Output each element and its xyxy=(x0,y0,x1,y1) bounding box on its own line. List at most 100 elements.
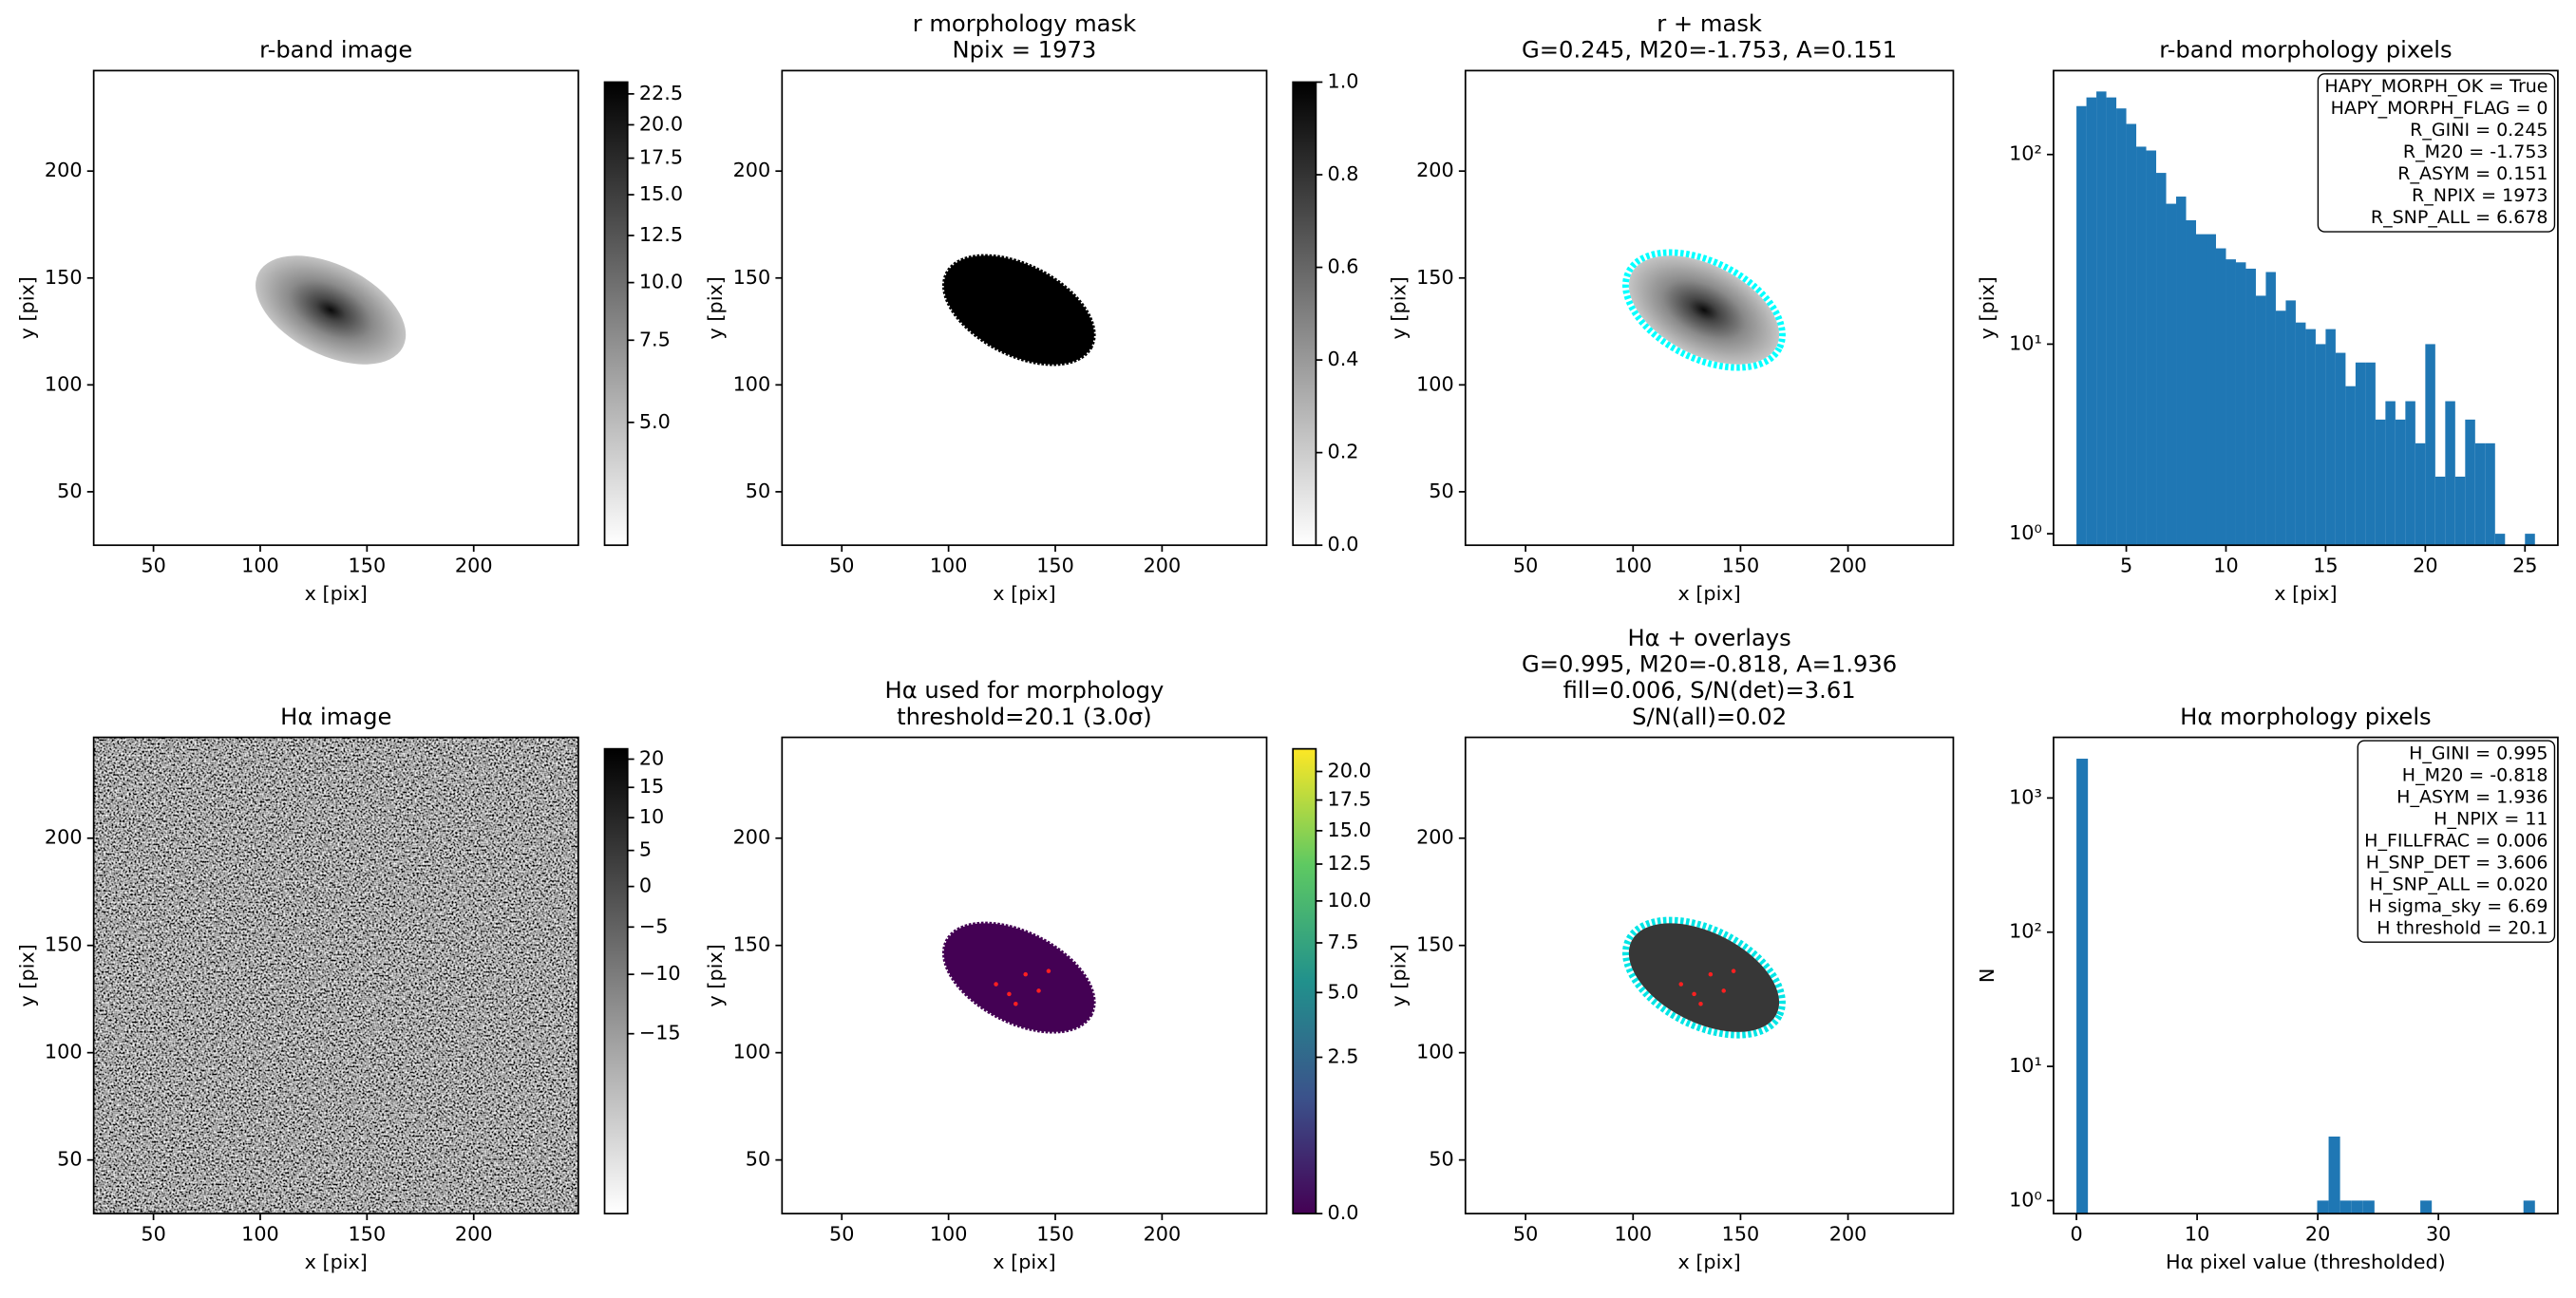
bar xyxy=(2465,419,2475,546)
bar xyxy=(2166,203,2177,546)
bar xyxy=(2362,1200,2375,1214)
x-axis-label: x [pix] xyxy=(1677,1251,1740,1273)
bar xyxy=(2215,248,2226,546)
bar xyxy=(2136,146,2147,546)
x-axis-label: x [pix] xyxy=(2274,582,2337,605)
bar xyxy=(2355,362,2366,546)
bar xyxy=(2494,534,2506,546)
y-tick-label: 50 xyxy=(57,480,82,502)
panel-title: Hα + overlays xyxy=(1627,625,1790,651)
axes-frame xyxy=(92,736,579,1214)
bar xyxy=(2106,97,2117,546)
mask-outline xyxy=(1622,916,1786,1039)
bar xyxy=(2325,329,2336,546)
y-tick-label: 50 xyxy=(1429,1148,1453,1171)
colorbar-tick-label: −15 xyxy=(639,1022,681,1044)
panel-title: G=0.245, M20=-1.753, A=0.151 xyxy=(1522,37,1897,64)
bar xyxy=(2415,442,2426,546)
colorbar-tick-label: 12.5 xyxy=(1328,852,1372,875)
panel-title: S/N(all)=0.02 xyxy=(1632,704,1787,730)
colorbar-tick-label: 0.0 xyxy=(1328,1201,1359,1224)
plot-area xyxy=(941,921,1096,1034)
x-tick-label: 50 xyxy=(141,555,165,577)
bar xyxy=(2365,362,2376,546)
x-tick-label: 100 xyxy=(930,1223,968,1246)
axes-frame xyxy=(92,69,579,547)
x-tick-label: 150 xyxy=(1036,1223,1074,1246)
y-axis-label: y [pix] xyxy=(15,276,38,339)
x-tick-label: 100 xyxy=(241,1223,279,1246)
x-tick-label: 200 xyxy=(1829,555,1867,577)
bar xyxy=(2086,97,2097,546)
overlay-dot xyxy=(1698,1002,1703,1006)
galaxy xyxy=(256,255,407,365)
x-tick-label: 100 xyxy=(241,555,279,577)
bar xyxy=(2186,219,2197,546)
y-axis-label: y [pix] xyxy=(704,944,727,1006)
y-axis-label: y [pix] xyxy=(1976,276,1998,339)
bar xyxy=(2445,401,2455,546)
overlay-dot xyxy=(1007,991,1012,997)
annotation-line: R_SNP_ALL = 6.678 xyxy=(2371,207,2548,228)
y-tick-label: 100 xyxy=(733,1041,771,1063)
x-axis-label: Hα pixel value (thresholded) xyxy=(2166,1251,2446,1273)
x-tick-label: 150 xyxy=(349,555,387,577)
annotation-line: H_ASYM = 1.936 xyxy=(2396,786,2548,807)
panel-title: threshold=20.1 (3.0σ) xyxy=(897,704,1152,730)
annotation-line: R_GINI = 0.245 xyxy=(2410,120,2548,141)
y-tick-label: 200 xyxy=(1416,826,1454,849)
panel-title: fill=0.006, S/N(det)=3.61 xyxy=(1563,677,1856,704)
x-tick-label: 200 xyxy=(1829,1223,1867,1246)
bar xyxy=(2420,1200,2433,1214)
bar xyxy=(2156,173,2167,546)
bar xyxy=(2335,352,2346,546)
colorbar-tick-label: 10.0 xyxy=(639,271,683,293)
panel-title: Hα morphology pixels xyxy=(2180,704,2432,730)
annotation-line: H threshold = 20.1 xyxy=(2377,917,2548,938)
x-tick-label: 150 xyxy=(1036,555,1074,577)
y-axis-label: y [pix] xyxy=(1388,944,1411,1006)
x-tick-label: 20 xyxy=(2413,555,2437,577)
x-tick-label: 200 xyxy=(455,555,493,577)
colorbar-tick-label: 15.0 xyxy=(1328,818,1372,841)
mask xyxy=(941,921,1096,1034)
y-tick-label: 10² xyxy=(2009,920,2042,943)
bar xyxy=(2076,105,2087,546)
x-tick-label: 50 xyxy=(141,1223,165,1246)
colorbar-tick-label: 7.5 xyxy=(639,328,671,350)
x-tick-label: 5 xyxy=(2120,555,2132,577)
x-tick-label: 0 xyxy=(2070,1223,2082,1246)
x-tick-label: 150 xyxy=(1722,555,1760,577)
bar xyxy=(2345,386,2356,546)
mask xyxy=(941,254,1096,367)
bar xyxy=(2196,234,2207,546)
overlay-dot xyxy=(1023,971,1028,977)
bar xyxy=(2375,419,2386,546)
y-axis-label: N xyxy=(1976,969,1998,984)
bar xyxy=(2285,300,2296,546)
overlay-dot xyxy=(1678,982,1683,987)
bar xyxy=(2485,442,2495,546)
bar xyxy=(2275,310,2286,546)
y-tick-label: 10⁰ xyxy=(2009,521,2042,544)
colorbar-tick-label: 5.0 xyxy=(1328,980,1359,1003)
x-axis-label: x [pix] xyxy=(993,1251,1055,1273)
bar xyxy=(2235,262,2246,546)
galaxy xyxy=(1628,255,1780,365)
x-axis-label: x [pix] xyxy=(305,1251,368,1273)
annotation-line: H_FILLFRAC = 0.006 xyxy=(2364,830,2548,851)
colorbar-tick-label: 17.5 xyxy=(639,146,683,169)
annotation-line: H_M20 = -0.818 xyxy=(2402,764,2548,785)
bar xyxy=(2206,234,2216,546)
bar xyxy=(2255,295,2266,546)
y-tick-label: 150 xyxy=(45,266,83,289)
y-tick-label: 100 xyxy=(45,372,83,395)
bar xyxy=(2317,1200,2329,1214)
y-tick-label: 150 xyxy=(733,266,771,289)
y-tick-label: 50 xyxy=(746,1148,770,1171)
bar xyxy=(2126,123,2137,546)
panel-title: G=0.995, M20=-0.818, A=1.936 xyxy=(1522,650,1897,677)
